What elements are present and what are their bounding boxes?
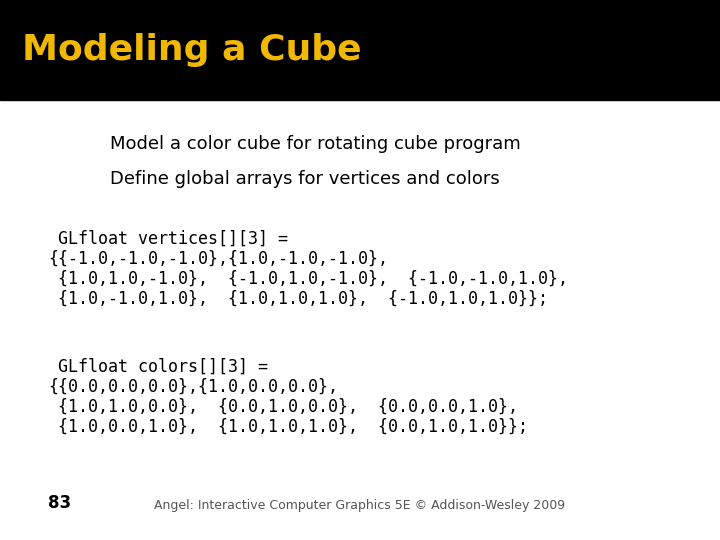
- Bar: [0, 0, 720, 100]
- Text: Define global arrays for vertices and colors: Define global arrays for vertices and co…: [110, 170, 500, 188]
- Text: {1.0,0.0,1.0},  {1.0,1.0,1.0},  {0.0,1.0,1.0}};: {1.0,0.0,1.0}, {1.0,1.0,1.0}, {0.0,1.0,1…: [48, 418, 528, 436]
- Text: 83: 83: [48, 494, 71, 512]
- Text: GLfloat colors[][3] =: GLfloat colors[][3] =: [48, 358, 268, 376]
- Text: Modeling a Cube: Modeling a Cube: [22, 33, 361, 67]
- Text: {{0.0,0.0,0.0},{1.0,0.0,0.0},: {{0.0,0.0,0.0},{1.0,0.0,0.0},: [48, 378, 338, 396]
- Text: {{-1.0,-1.0,-1.0},{1.0,-1.0,-1.0},: {{-1.0,-1.0,-1.0},{1.0,-1.0,-1.0},: [48, 250, 388, 268]
- Text: GLfloat vertices[][3] =: GLfloat vertices[][3] =: [48, 230, 288, 248]
- Text: {1.0,1.0,0.0},  {0.0,1.0,0.0},  {0.0,0.0,1.0},: {1.0,1.0,0.0}, {0.0,1.0,0.0}, {0.0,0.0,1…: [48, 398, 518, 416]
- Text: {1.0,-1.0,1.0},  {1.0,1.0,1.0},  {-1.0,1.0,1.0}};: {1.0,-1.0,1.0}, {1.0,1.0,1.0}, {-1.0,1.0…: [48, 290, 548, 308]
- Text: {1.0,1.0,-1.0},  {-1.0,1.0,-1.0},  {-1.0,-1.0,1.0},: {1.0,1.0,-1.0}, {-1.0,1.0,-1.0}, {-1.0,-…: [48, 270, 568, 288]
- Text: Model a color cube for rotating cube program: Model a color cube for rotating cube pro…: [110, 135, 521, 153]
- Text: Angel: Interactive Computer Graphics 5E © Addison-Wesley 2009: Angel: Interactive Computer Graphics 5E …: [154, 499, 566, 512]
